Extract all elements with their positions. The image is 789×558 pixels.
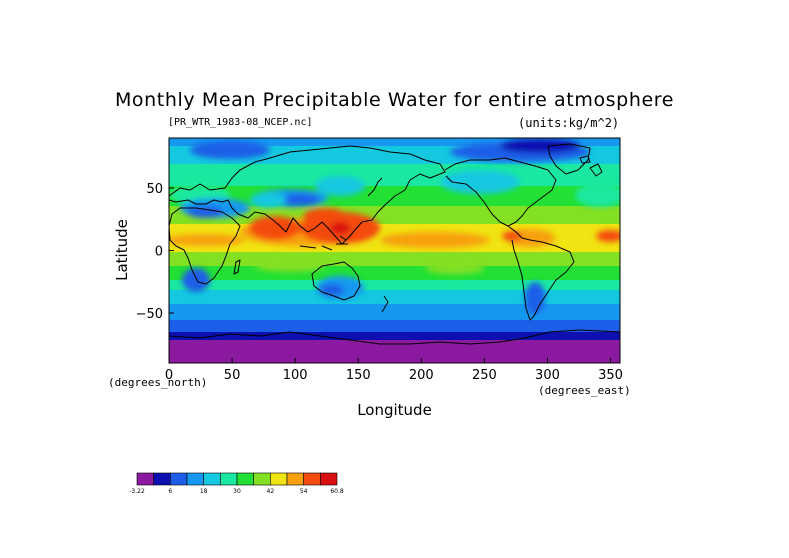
y-axis-unit: (degrees_north) <box>108 376 208 389</box>
file-label: [PR_WTR_1983-08_NCEP.nc] <box>168 117 313 128</box>
x-axis-title: Longitude <box>357 401 432 419</box>
colorbar-label: 60.8 <box>330 488 344 495</box>
x-tick-label: 0 <box>165 368 173 383</box>
x-tick-label: 100 <box>283 368 308 383</box>
x-tick-label: 350 <box>598 368 623 383</box>
colorbar-swatch <box>136 472 154 486</box>
colorbar-label: 6 <box>168 488 172 495</box>
colorbar-swatch <box>220 472 238 486</box>
colorbar-swatch <box>236 472 254 486</box>
colorbar: -3.22 6 18 30 42 54 60.8 <box>129 472 344 495</box>
colorbar-swatch <box>253 472 271 486</box>
colorbar-swatch <box>286 472 304 486</box>
y-tick-label: 50 <box>146 182 163 197</box>
y-tick-label: −50 <box>136 307 163 322</box>
units-label: (units:kg/m^2) <box>518 116 620 130</box>
colorbar-swatch <box>186 472 204 486</box>
x-axis-unit: (degrees_east) <box>538 384 631 397</box>
colorbar-swatch <box>170 472 188 486</box>
colorbar-swatch <box>203 472 221 486</box>
colorbar-swatch <box>153 472 171 486</box>
map-title: Monthly Mean Precipitable Water for enti… <box>114 89 675 111</box>
colorbar-swatch <box>320 472 338 486</box>
y-tick-label: 0 <box>155 245 163 260</box>
colorbar-swatch <box>270 472 288 486</box>
precipitable-water-field <box>169 138 620 363</box>
colorbar-label: 54 <box>300 488 308 495</box>
y-axis-ticks: 50 0 −50 <box>136 182 174 322</box>
x-tick-label: 50 <box>224 368 241 383</box>
x-tick-label: 150 <box>346 368 371 383</box>
x-tick-label: 200 <box>409 368 434 383</box>
colorbar-label: 18 <box>200 488 208 495</box>
colorbar-label: 30 <box>233 488 241 495</box>
colorbar-label: 42 <box>267 488 275 495</box>
x-axis-ticks: 0 50 100 150 200 250 300 350 <box>165 358 623 383</box>
colorbar-swatch <box>303 472 321 486</box>
coastlines <box>169 143 620 345</box>
colorbar-label: -3.22 <box>129 488 145 495</box>
x-tick-label: 250 <box>472 368 497 383</box>
x-tick-label: 300 <box>535 368 560 383</box>
